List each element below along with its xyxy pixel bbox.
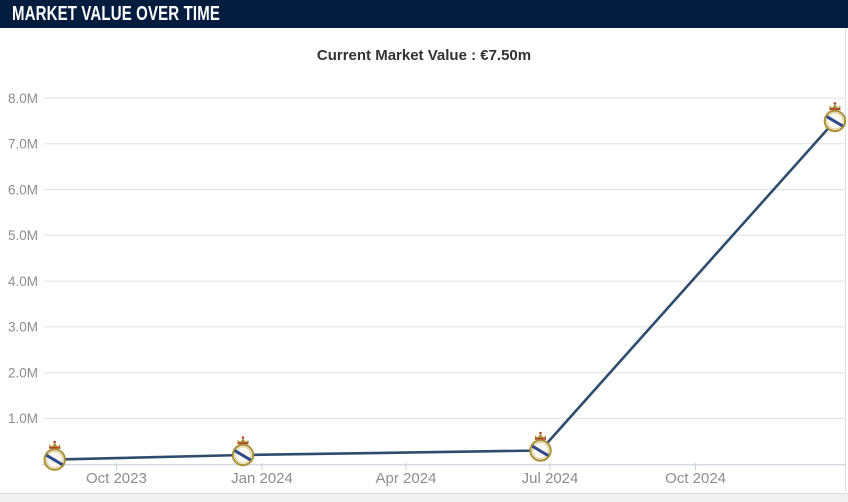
right-border-divider — [845, 28, 846, 492]
crest-sash — [825, 114, 845, 128]
x-axis-label: Jan 2024 — [231, 470, 293, 487]
y-axis-label: 8.0M — [8, 91, 38, 106]
crest-crown-band — [535, 437, 546, 440]
y-axis-label: 3.0M — [8, 320, 38, 335]
y-axis-label: 2.0M — [8, 366, 38, 381]
section-header: MARKET VALUE OVER TIME — [0, 0, 848, 28]
crest-crown-orb — [833, 102, 837, 105]
crest-crown-band — [49, 447, 61, 449]
current-market-value-text: Current Market Value : €7.50m — [316, 47, 532, 64]
page-title: MARKET VALUE OVER TIME — [12, 3, 221, 25]
y-axis-label: 6.0M — [8, 182, 38, 197]
crest-sash — [531, 444, 550, 458]
crest-inner-ring — [826, 112, 844, 130]
crest-sash — [45, 453, 65, 467]
x-axis-label: Oct 2024 — [665, 470, 726, 487]
real-madrid-crest-icon[interactable] — [231, 436, 255, 467]
footer-strip — [0, 493, 848, 502]
crest-crown-band — [237, 442, 249, 445]
real-madrid-crest-icon[interactable] — [529, 431, 552, 462]
crest-sash — [233, 448, 253, 463]
crest-crown-band — [829, 108, 841, 110]
y-axis-label: 5.0M — [8, 228, 38, 243]
x-axis-label: Jul 2024 — [522, 470, 579, 487]
crest-inner-ring — [234, 446, 252, 464]
x-axis-label: Oct 2023 — [86, 470, 147, 487]
y-axis-label: 7.0M — [8, 137, 38, 152]
crest-crown-orb — [539, 431, 542, 435]
x-axis-label: Apr 2024 — [376, 470, 437, 487]
crest-inner-ring — [531, 441, 550, 460]
real-madrid-crest-icon[interactable] — [823, 102, 847, 133]
y-axis-label: 1.0M — [8, 411, 38, 426]
market-value-line — [53, 119, 837, 461]
crest-crown-orb — [53, 440, 56, 444]
crest-inner-ring — [46, 451, 64, 469]
real-madrid-crest-icon[interactable] — [43, 440, 66, 471]
crest-crown-orb — [241, 436, 245, 439]
y-axis-label: 4.0M — [8, 274, 38, 289]
